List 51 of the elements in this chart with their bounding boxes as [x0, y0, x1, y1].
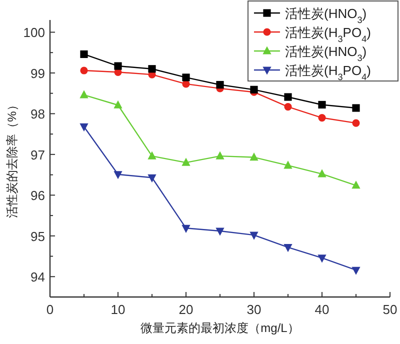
point	[182, 80, 190, 88]
x-tick-label: 10	[110, 302, 126, 317]
point	[284, 244, 292, 252]
point	[216, 151, 224, 160]
point	[250, 152, 258, 161]
point	[80, 90, 88, 98]
point	[114, 171, 122, 180]
point	[148, 65, 156, 73]
x-tick-label: 20	[178, 302, 194, 317]
legend-label: 活性炭(HNO$_{3}$)	[285, 6, 367, 25]
point	[216, 80, 224, 89]
point	[148, 151, 156, 160]
point	[250, 86, 258, 94]
legend-label: 活性炭(HNO$_{3}$)	[285, 44, 367, 63]
legend-label: 活性炭(H$_{3}$PO$_{4}$)	[285, 25, 371, 44]
x-tick-label: 40	[314, 302, 330, 317]
point	[318, 100, 326, 109]
point	[182, 158, 190, 166]
y-tick-label: 99	[30, 66, 45, 81]
point	[284, 160, 292, 169]
x-axis-title: 微量元素的最初浓度（mg/L）	[140, 321, 300, 335]
y-tick-label: 94	[30, 270, 45, 285]
x-tick-label: 30	[246, 302, 262, 317]
point	[352, 104, 360, 112]
point	[318, 169, 326, 178]
point	[318, 114, 326, 122]
point	[318, 254, 326, 263]
point	[182, 224, 190, 233]
point	[284, 102, 292, 111]
y-tick-label: 98	[30, 106, 45, 122]
point	[250, 232, 258, 240]
legend-label: 活性炭(H$_{3}$PO$_{4}$)	[285, 63, 371, 82]
point	[80, 66, 88, 74]
point	[352, 266, 360, 275]
point	[352, 180, 360, 189]
point	[216, 228, 224, 236]
point	[80, 50, 88, 58]
y-tick-label: 97	[30, 147, 45, 162]
point	[352, 119, 360, 127]
point	[148, 174, 156, 182]
x-tick-label: 0	[46, 302, 54, 317]
point	[114, 62, 122, 70]
y-tick-label: 95	[30, 228, 45, 244]
point	[182, 74, 190, 82]
point	[284, 93, 292, 101]
x-tick-label: 50	[382, 302, 398, 317]
y-tick-label: 96	[30, 188, 45, 204]
y-tick-label: 100	[23, 25, 45, 40]
point	[80, 123, 88, 132]
y-axis-title: 活性炭的去除率（%）	[5, 99, 19, 218]
point	[114, 100, 122, 108]
